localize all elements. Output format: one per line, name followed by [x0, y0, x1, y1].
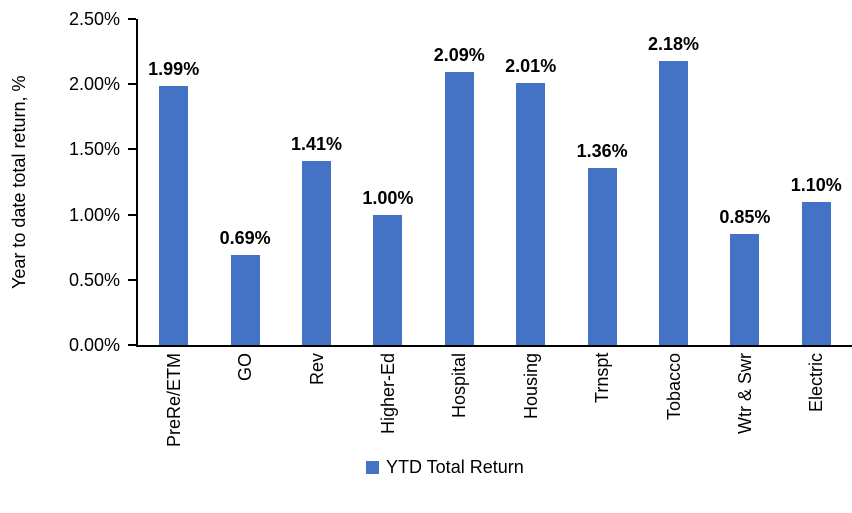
y-axis-title: Year to date total return, %: [9, 75, 29, 289]
bar-value-label: 2.09%: [433, 45, 485, 66]
bar: [444, 72, 474, 345]
bar: [159, 85, 189, 345]
bar: [587, 167, 617, 345]
bar: [302, 161, 331, 345]
y-tick-label: 1.50%: [68, 139, 120, 160]
x-category-label: Trnspt: [592, 353, 613, 404]
bar: [230, 255, 260, 345]
x-category-label: Hospital: [449, 353, 470, 419]
bar-value-label: 1.36%: [576, 140, 628, 161]
bar: [516, 82, 546, 345]
x-category-label: Higher-Ed: [377, 353, 398, 435]
y-tick-mark: [128, 213, 136, 216]
y-tick-mark: [128, 344, 136, 346]
legend: YTD Total Return: [366, 457, 524, 478]
x-category-label: GO: [235, 353, 256, 382]
x-category-label: Electric: [806, 353, 827, 413]
y-tick-mark: [128, 83, 136, 86]
bar-value-label: 2.18%: [647, 33, 700, 54]
y-tick-mark: [128, 278, 136, 281]
x-axis-line: [136, 345, 852, 347]
bar: [373, 214, 403, 345]
x-category-label: Wtr & Swr: [734, 353, 755, 434]
bar-value-label: 1.99%: [148, 58, 200, 79]
bar: [659, 60, 688, 345]
bar-value-label: 1.10%: [790, 174, 842, 195]
x-category-label: Housing: [520, 353, 541, 420]
y-tick-mark: [128, 148, 136, 151]
x-category-label: Rev: [306, 353, 327, 386]
y-tick-label: 1.00%: [68, 204, 120, 225]
y-axis-line: [136, 19, 138, 347]
bar-value-label: 1.00%: [362, 187, 414, 208]
legend-swatch-icon: [366, 461, 379, 474]
y-tick-label: 2.00%: [68, 74, 120, 95]
y-tick-label: 0.50%: [68, 269, 120, 290]
bar-value-label: 0.85%: [719, 207, 771, 228]
bar-value-label: 0.69%: [219, 228, 271, 249]
x-category-label: PreRe/ETM: [163, 353, 184, 448]
bar-value-label: 1.41%: [290, 134, 343, 155]
x-category-label: Tobacco: [663, 353, 684, 421]
legend-label: YTD Total Return: [386, 457, 524, 477]
bar: [801, 201, 831, 345]
y-tick-label: 0.00%: [68, 335, 120, 355]
y-tick-label: 2.50%: [68, 9, 120, 29]
bar-value-label: 2.01%: [505, 55, 557, 76]
y-tick-mark: [128, 18, 136, 20]
bar: [730, 234, 760, 345]
